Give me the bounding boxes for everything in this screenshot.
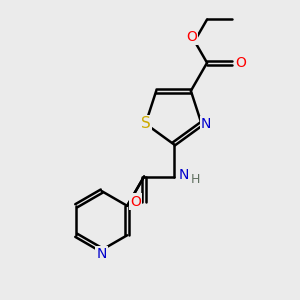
Text: N: N bbox=[179, 168, 189, 182]
Text: H: H bbox=[191, 173, 200, 186]
Text: S: S bbox=[141, 116, 150, 131]
Text: N: N bbox=[97, 248, 107, 261]
Text: N: N bbox=[201, 117, 211, 131]
Text: O: O bbox=[186, 30, 197, 44]
Text: O: O bbox=[130, 194, 141, 208]
Text: O: O bbox=[236, 56, 246, 70]
